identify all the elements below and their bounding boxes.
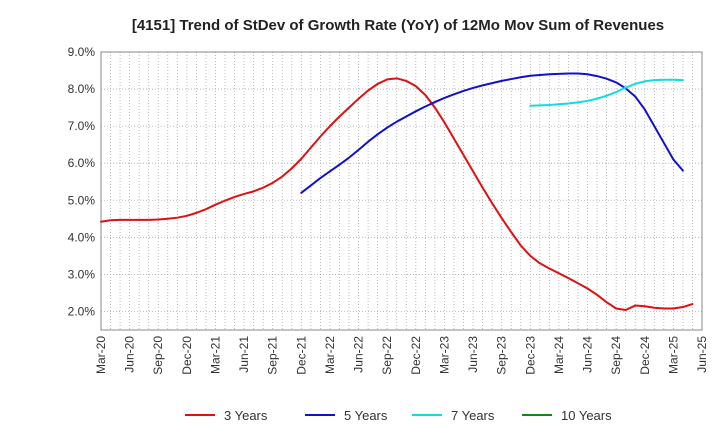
x-tick-label: Dec-24 xyxy=(638,336,652,375)
x-tick-label: Jun-23 xyxy=(466,336,480,373)
x-tick-label: Jun-22 xyxy=(352,336,366,373)
legend-label: 7 Years xyxy=(451,408,495,423)
y-tick-label: 2.0% xyxy=(68,304,96,318)
x-tick-label: Mar-24 xyxy=(552,336,566,374)
x-tick-label: Sep-24 xyxy=(609,336,623,375)
y-tick-label: 7.0% xyxy=(68,119,96,133)
x-tick-label: Sep-22 xyxy=(380,336,394,375)
y-axis: 2.0% 3.0% 4.0% 5.0% 6.0% 7.0% 8.0% 9.0% xyxy=(68,45,96,318)
y-tick-label: 5.0% xyxy=(68,193,96,207)
series-lines xyxy=(100,72,694,311)
x-tick-label: Sep-23 xyxy=(495,336,509,375)
x-tick-label: Mar-22 xyxy=(323,336,337,374)
legend-label: 10 Years xyxy=(561,408,612,423)
x-tick-label: Dec-23 xyxy=(523,336,537,375)
x-tick-label: Dec-21 xyxy=(294,336,308,375)
series-line-3-years xyxy=(100,77,694,311)
x-tick-label: Sep-21 xyxy=(266,336,280,375)
y-tick-label: 9.0% xyxy=(68,45,96,59)
x-tick-label: Jun-20 xyxy=(123,336,137,373)
x-tick-label: Jun-21 xyxy=(237,336,251,373)
x-tick-label: Jun-25 xyxy=(695,336,709,373)
legend-label: 5 Years xyxy=(344,408,388,423)
y-tick-label: 8.0% xyxy=(68,82,96,96)
y-tick-label: 6.0% xyxy=(68,156,96,170)
x-tick-label: Sep-20 xyxy=(151,336,165,375)
x-tick-label: Mar-21 xyxy=(208,336,222,374)
x-tick-label: Dec-20 xyxy=(180,336,194,375)
x-tick-label: Jun-24 xyxy=(581,336,595,373)
x-tick-label: Mar-23 xyxy=(437,336,451,374)
x-tick-label: Mar-20 xyxy=(94,336,108,374)
grid xyxy=(101,51,702,330)
series-line-5-years xyxy=(300,72,684,194)
x-axis: Mar-20 Jun-20 Sep-20 Dec-20 Mar-21 Jun-21 Sep-… xyxy=(94,336,709,375)
y-tick-label: 4.0% xyxy=(68,230,96,244)
y-tick-label: 3.0% xyxy=(68,267,96,281)
series-line-7-years xyxy=(529,78,684,107)
x-tick-label: Mar-25 xyxy=(666,336,680,374)
legend: 3 Years 5 Years 7 Years 10 Years xyxy=(185,408,612,423)
chart-title: [4151] Trend of StDev of Growth Rate (Yo… xyxy=(132,17,664,34)
plot-area-border xyxy=(100,51,703,331)
x-tick-label: Dec-22 xyxy=(409,336,423,375)
legend-label: 3 Years xyxy=(224,408,268,423)
